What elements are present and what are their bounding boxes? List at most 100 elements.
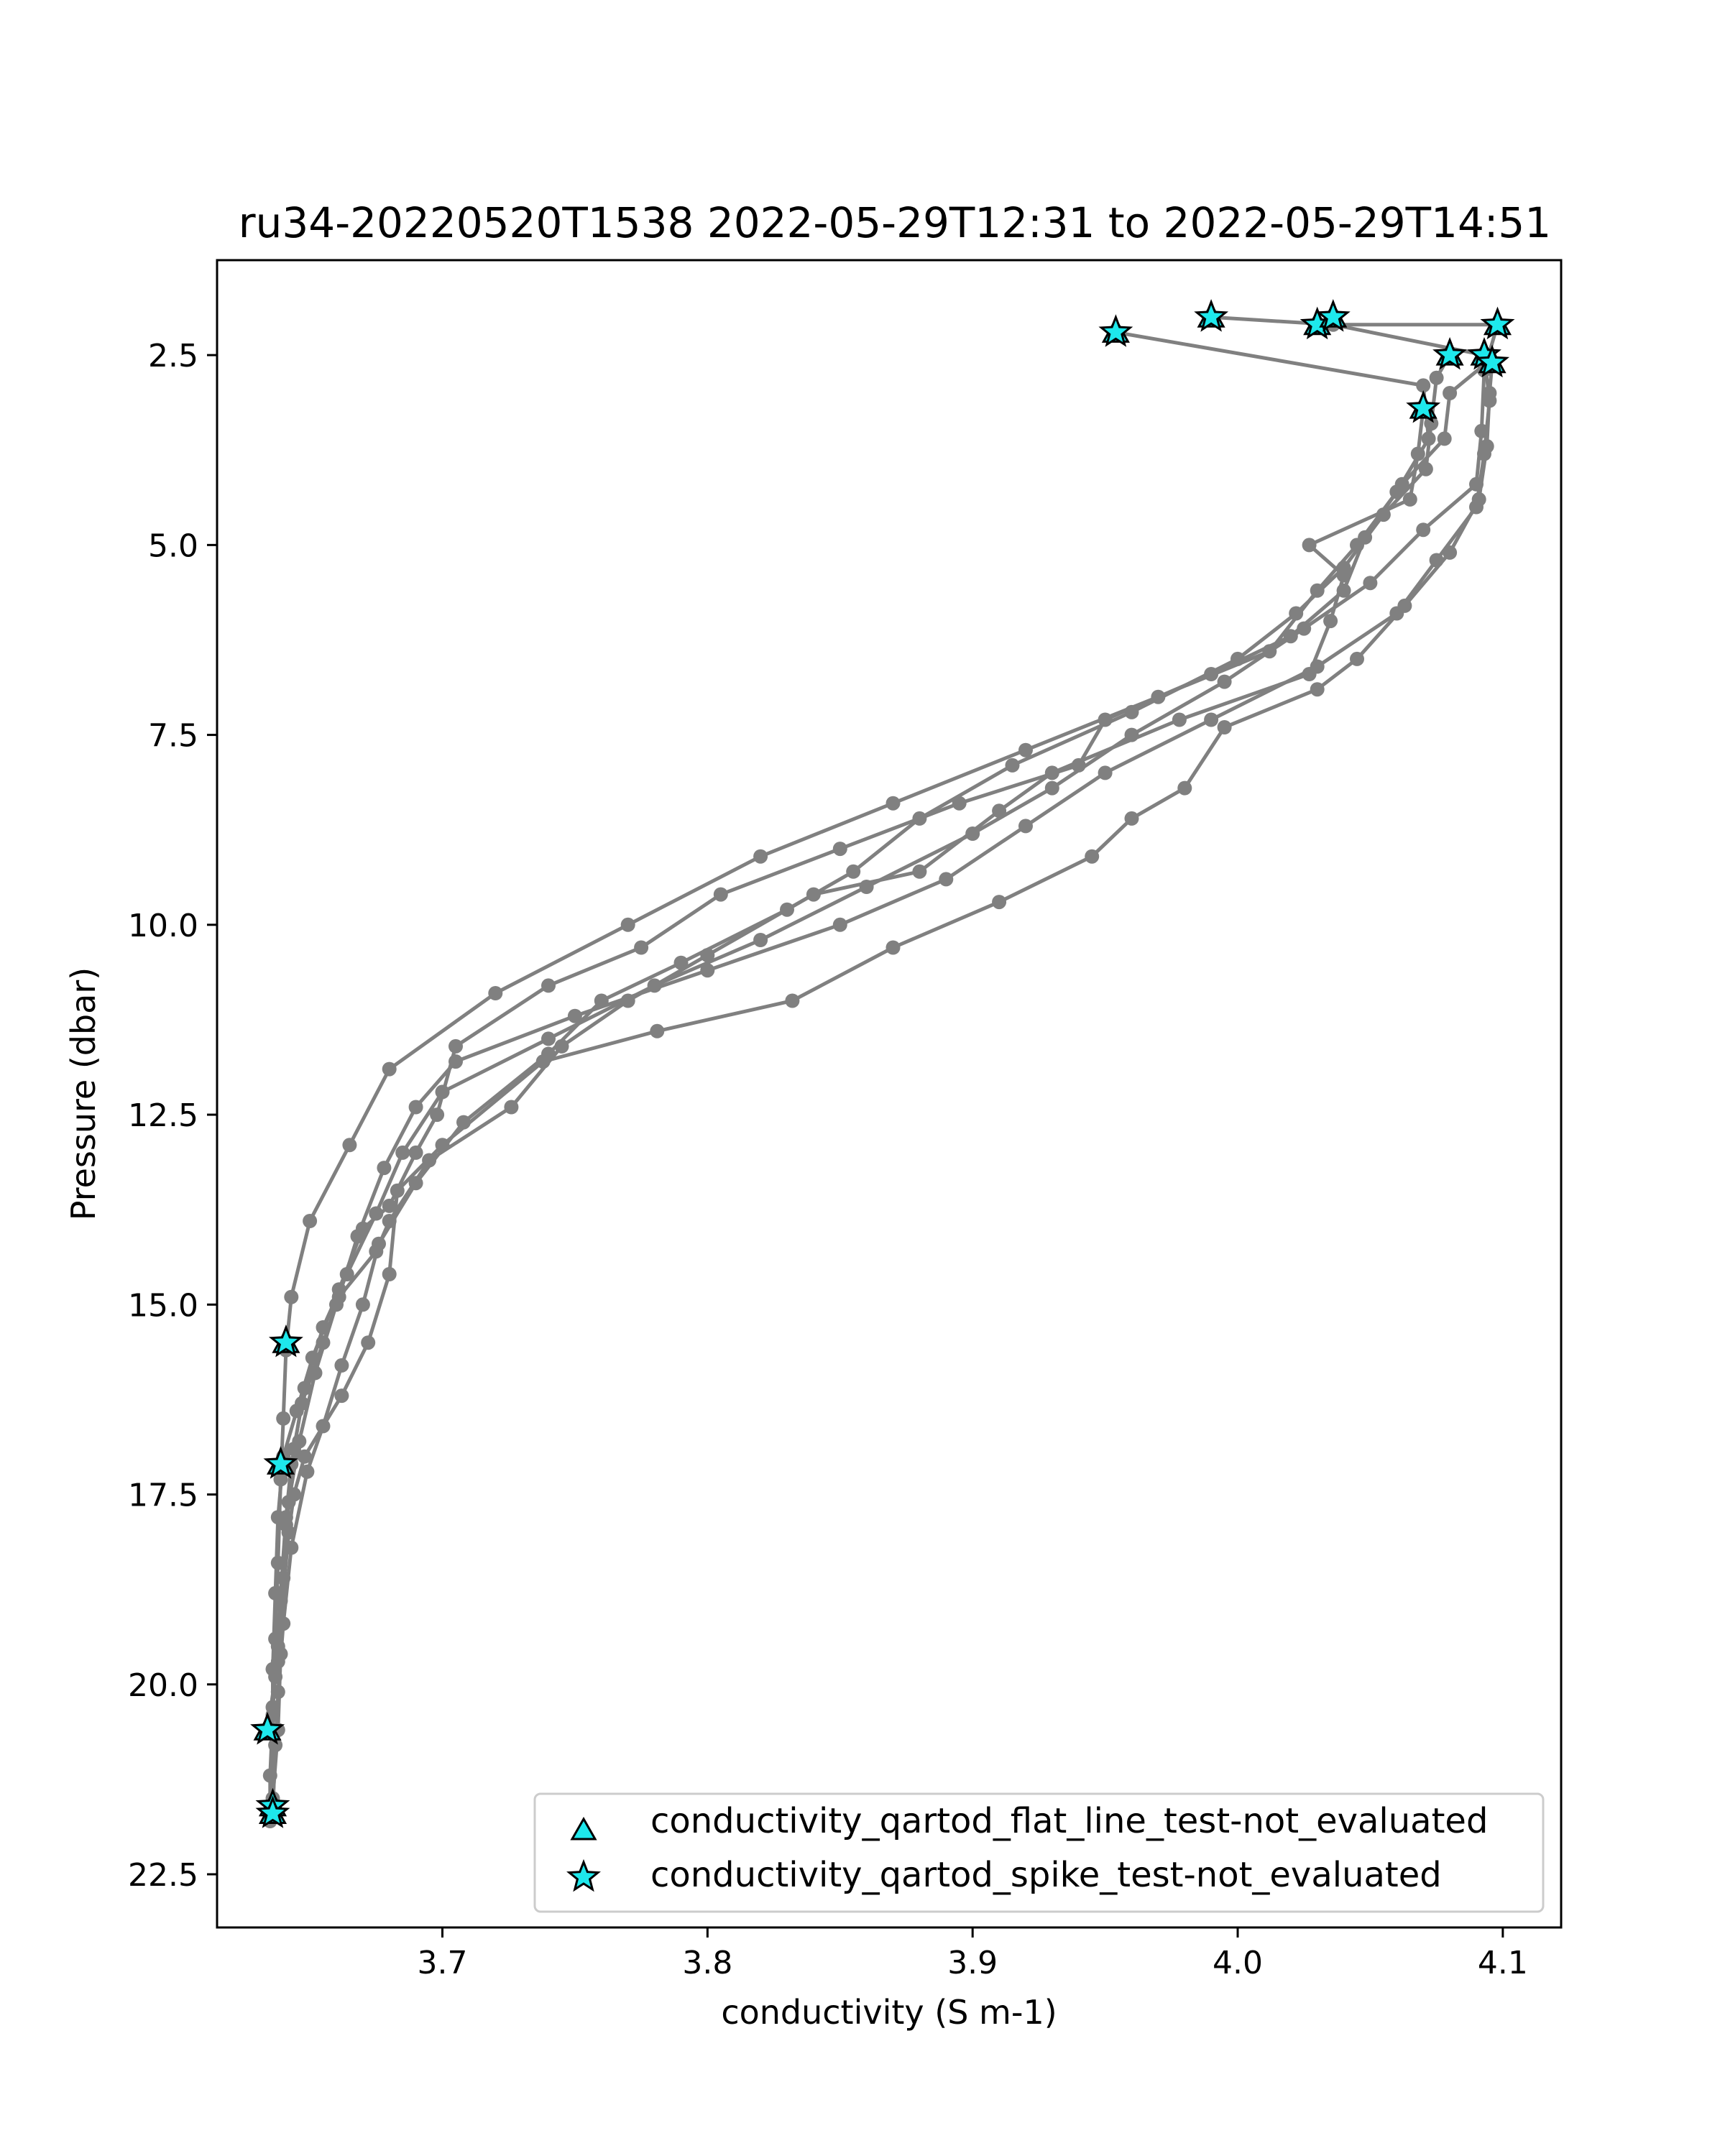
profile-point: [1262, 644, 1277, 659]
spike-flag-marker: [1194, 299, 1229, 332]
profile-point: [939, 872, 954, 887]
profile-point: [382, 1214, 397, 1228]
y-tick-label: 12.5: [128, 1097, 198, 1134]
y-tick-label: 5.0: [148, 528, 198, 564]
profile-point: [435, 1084, 450, 1100]
profile-point: [1297, 621, 1312, 636]
profile-point: [355, 1221, 370, 1236]
spike-flag-marker: [250, 1712, 285, 1745]
profile-point: [1416, 378, 1431, 393]
profile-point: [308, 1365, 323, 1381]
legend-label-flat-line: conductivity_qartod_flat_line_test-not_e…: [650, 1801, 1488, 1841]
spike-flag-marker: [1315, 299, 1351, 332]
profile-point: [567, 1008, 582, 1023]
legend-star-marker: [566, 1858, 601, 1892]
profile-point: [408, 1100, 423, 1115]
spike-flag-marker: [1432, 336, 1468, 370]
profile-point: [846, 864, 861, 879]
profile-point: [334, 1388, 349, 1404]
profile-point: [281, 1525, 296, 1540]
profile-point: [1429, 553, 1444, 568]
profile-point: [1416, 522, 1431, 538]
profile-line-7: [271, 361, 1489, 1806]
profile-point: [270, 1639, 285, 1654]
profile-point: [647, 978, 662, 993]
y-tick-label: 22.5: [128, 1857, 198, 1894]
profile-point: [382, 1267, 397, 1281]
spike-flag-marker: [1480, 306, 1515, 340]
y-tick-label: 10.0: [128, 908, 198, 944]
profile-point: [886, 940, 901, 955]
x-tick-label: 4.1: [1478, 1945, 1528, 1981]
profile-point: [1124, 811, 1139, 826]
profile-point: [965, 826, 980, 841]
y-tick-label: 7.5: [148, 718, 198, 755]
profile-point: [1482, 386, 1497, 400]
profile-point: [594, 993, 609, 1008]
profile-point: [289, 1404, 304, 1419]
profile-point: [1363, 576, 1378, 591]
spike-flag-marker: [1098, 314, 1133, 347]
profile-point: [1310, 583, 1325, 598]
profile-point: [832, 842, 847, 857]
y-axis-ticks: 2.5 5.0 7.5 10.0 12.5 15.0 17.5 20.0 22.5: [128, 338, 217, 1894]
profile-point: [1310, 682, 1325, 697]
profile-point: [620, 993, 635, 1008]
profile-point: [270, 1555, 285, 1570]
profile-point: [1302, 538, 1317, 553]
profile-point: [780, 902, 794, 917]
profile-point: [265, 1662, 280, 1677]
profile-point: [262, 1768, 277, 1783]
profile-point: [1424, 416, 1439, 431]
profile-point: [488, 986, 503, 1000]
profile-point: [1394, 476, 1409, 492]
profile-point: [297, 1449, 312, 1464]
profile-point: [620, 917, 635, 932]
profile-point: [1177, 780, 1192, 796]
profile-point: [992, 803, 1007, 819]
profile-point: [1230, 651, 1245, 666]
profile-point: [650, 1023, 665, 1038]
profile-point: [1443, 545, 1458, 560]
profile-point: [331, 1282, 346, 1297]
profile-point: [339, 1267, 354, 1281]
profile-point: [1336, 583, 1351, 598]
profile-point: [504, 1100, 519, 1115]
profile-point: [268, 1585, 283, 1600]
profile-point: [1044, 780, 1059, 796]
profile-point: [422, 1153, 437, 1168]
profile-point: [284, 1289, 299, 1304]
chart-title: ru34-20220520T1538 2022-05-29T12:31 to 2…: [239, 198, 1551, 247]
profile-point: [377, 1161, 392, 1176]
profile-point: [1018, 819, 1033, 834]
profile-point: [700, 948, 715, 963]
profile-point: [287, 1442, 301, 1457]
x-tick-label: 4.0: [1213, 1945, 1263, 1981]
profile-point: [1124, 727, 1139, 742]
profile-point: [1085, 849, 1100, 864]
profile-point: [785, 993, 800, 1008]
profile-point: [1217, 720, 1232, 734]
y-tick-label: 17.5: [128, 1478, 198, 1514]
profile-point: [1474, 423, 1489, 438]
profile-point: [1283, 629, 1298, 644]
legend-triangle-marker: [570, 1816, 597, 1841]
plot-frame: [216, 259, 1563, 1929]
profile-point: [276, 1570, 291, 1585]
profile-point: [305, 1350, 320, 1365]
profile-point: [395, 1145, 410, 1160]
profile-point: [287, 1487, 301, 1502]
x-axis-label: conductivity (S m-1): [721, 1993, 1057, 2032]
spike-flag-marker: [268, 1325, 303, 1358]
profile-point: [268, 1738, 283, 1753]
profile-point: [1151, 689, 1166, 704]
profile-point: [390, 1183, 405, 1198]
profile-point: [1443, 386, 1458, 400]
profile-point: [456, 1115, 471, 1130]
profile-point: [806, 887, 821, 902]
profile-point: [1289, 606, 1304, 621]
profile-point: [1124, 704, 1139, 719]
profile-point: [369, 1206, 384, 1221]
profile-point: [1469, 476, 1484, 492]
profile-point: [713, 887, 728, 902]
